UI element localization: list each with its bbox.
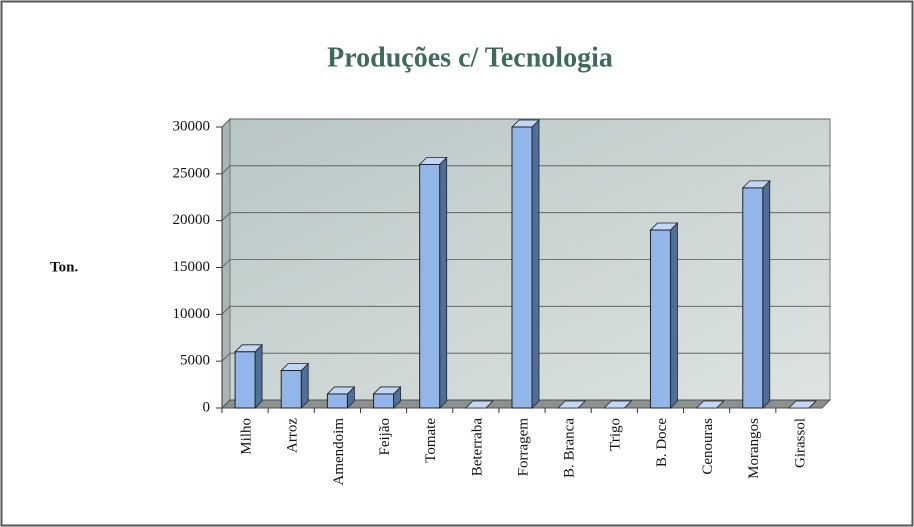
bar-side — [531, 119, 540, 409]
grid-line — [221, 212, 830, 221]
bar — [280, 370, 302, 409]
x-tick-label: Milho — [239, 418, 255, 455]
y-tick-label: 20000 — [173, 212, 211, 228]
grid-line — [221, 259, 830, 268]
bar — [326, 393, 348, 409]
bar-side — [762, 179, 771, 409]
x-tick-label: Trigo — [608, 418, 624, 451]
x-tick-label: Arroz — [285, 418, 301, 453]
bar-top — [464, 400, 494, 409]
grid-line — [221, 305, 830, 315]
grid-line — [221, 118, 830, 128]
bar — [511, 126, 533, 409]
bar-top — [603, 400, 633, 409]
x-tick-label: Beterraba — [469, 418, 485, 477]
bar — [649, 229, 671, 409]
y-tick-label: 5000 — [180, 353, 210, 369]
chart-title: Produções c/ Tecnologia — [327, 42, 613, 73]
y-tick-label: 25000 — [173, 165, 211, 181]
bar — [373, 393, 395, 409]
y-tick-label: 10000 — [173, 306, 211, 322]
bar-top — [787, 400, 817, 409]
bar-top — [695, 400, 725, 409]
x-tick-label: B. Doce — [654, 418, 670, 467]
y-tick-label: 30000 — [173, 118, 211, 134]
grid-line — [221, 399, 830, 409]
x-tick-label: Cenouras — [700, 418, 716, 475]
bar-top — [557, 400, 587, 409]
x-tick-label: Feijão — [377, 418, 393, 456]
x-tick-label: Girassol — [792, 418, 808, 468]
bar — [742, 187, 764, 409]
bar — [419, 163, 441, 409]
bar-side — [439, 156, 448, 409]
y-tick-label: 15000 — [173, 259, 211, 275]
bar-side — [300, 362, 309, 409]
y-tick-label: 0 — [203, 399, 211, 415]
x-tick-label: Morangos — [746, 418, 762, 479]
x-tick-label: Amendoim — [331, 418, 347, 486]
grid-line — [221, 165, 830, 175]
grid-line — [221, 352, 830, 362]
bar-side — [254, 343, 263, 409]
bar — [234, 351, 256, 409]
x-tick-label: B. Branca — [562, 418, 578, 478]
bar-side — [670, 222, 678, 409]
y-axis-label: Ton. — [50, 259, 78, 275]
x-tick-label: Forragem — [515, 418, 531, 477]
x-tick-label: Tomate — [423, 418, 439, 463]
